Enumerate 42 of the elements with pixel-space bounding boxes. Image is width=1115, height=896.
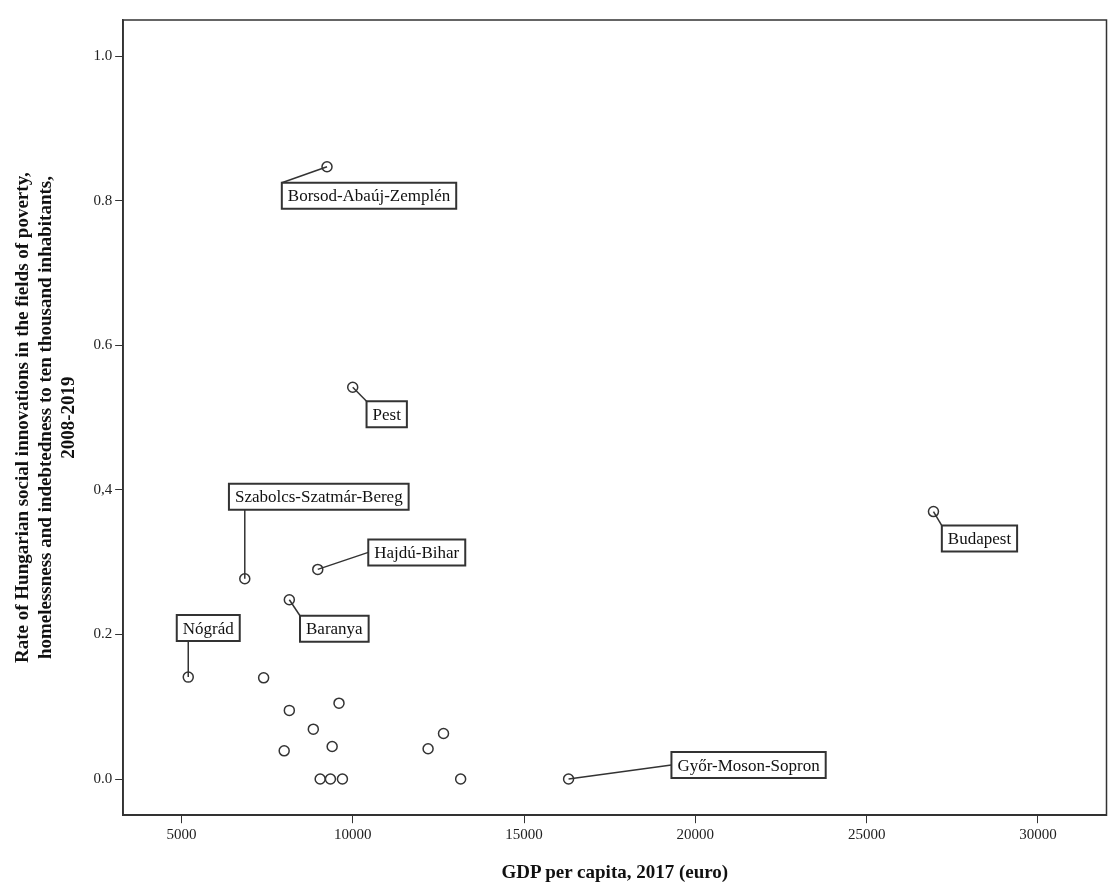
y-tick-label: 0.0 [93, 769, 113, 786]
point [562, 773, 575, 785]
y-axis-title: Rate of Hungarian social innovations in the fields of poverty, homelessness and indebtedness to ten thousand inhabitants, 2008-2019 [11, 171, 78, 664]
point [324, 773, 337, 785]
x-tick-label: 20000 [676, 826, 715, 843]
point [182, 671, 194, 683]
x-tick-label: 30000 [1019, 826, 1057, 843]
x-tick-label: 15000 [505, 826, 543, 843]
point [336, 773, 349, 785]
point [346, 381, 359, 393]
x-tick-label: 25000 [847, 826, 886, 843]
annotation: Pest [372, 404, 402, 424]
point [321, 161, 333, 173]
point [326, 740, 338, 753]
annotation: Győr-Moson-Sopron [677, 755, 821, 775]
y-tick-label: 0,4 [93, 480, 113, 497]
point [312, 563, 324, 576]
y-tick-label: 0.2 [93, 625, 113, 642]
point [283, 594, 296, 606]
annotation: Borsod-Abaúj-Zemplén [287, 186, 451, 206]
y-tick-label: 0.8 [93, 191, 113, 208]
point [239, 573, 251, 585]
point [422, 742, 434, 755]
annotation: Hajdú-Bihar [374, 542, 460, 562]
point [283, 704, 296, 717]
annotation: Nógrád [182, 618, 235, 638]
y-tick-label: 0.6 [93, 336, 113, 353]
y-tick-label: 1.0 [93, 47, 113, 64]
point [333, 697, 345, 709]
point [307, 723, 320, 735]
annotation: Baranya [306, 619, 364, 639]
point [437, 727, 450, 740]
annotation: Budapest [947, 529, 1012, 549]
x-tick-label: 5000 [166, 826, 197, 843]
point [454, 773, 467, 785]
x-tick-label: 10000 [333, 826, 372, 843]
annotation: Szabolcs-Szatmár-Bereg [234, 487, 404, 507]
point [927, 505, 940, 518]
point [314, 773, 326, 785]
point [257, 672, 270, 684]
point [278, 745, 290, 757]
x-axis-title: GDP per capita, 2017 (euro) [501, 860, 729, 883]
